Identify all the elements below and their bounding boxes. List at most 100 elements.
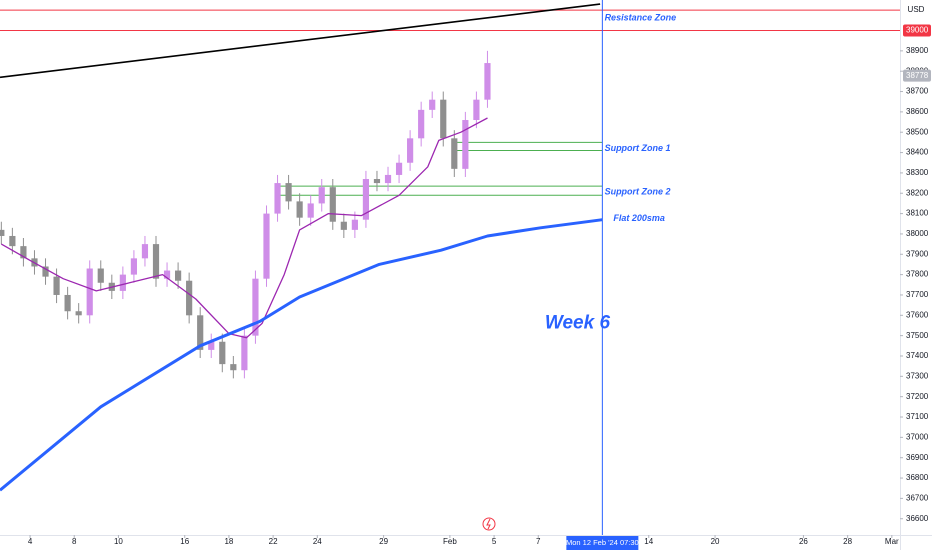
- candle: [307, 195, 314, 226]
- price-tag: [903, 69, 931, 82]
- candle: [395, 154, 403, 184]
- candle-body: [241, 335, 248, 371]
- indicator-line: [0, 3, 601, 79]
- candle: [263, 205, 270, 287]
- candle: [0, 221, 5, 245]
- y-tick-label: 37700: [906, 290, 929, 299]
- candle: [340, 213, 347, 239]
- price-tag: [903, 24, 931, 37]
- candle: [329, 179, 336, 230]
- candle-body: [484, 63, 491, 100]
- candle: [318, 179, 325, 212]
- candle-body: [20, 246, 27, 259]
- candle-body: [462, 120, 469, 169]
- candle: [186, 272, 193, 324]
- candle: [241, 327, 248, 379]
- annotation: Resistance Zone: [605, 13, 677, 23]
- candle-body: [130, 258, 137, 275]
- y-tick-label: 38900: [906, 46, 929, 55]
- candle: [86, 260, 93, 324]
- candle-body: [318, 187, 325, 204]
- y-tick-label: 37500: [906, 331, 929, 340]
- crosshair-label: Mon 12 Feb '24 07:30: [566, 538, 639, 547]
- candle-body: [429, 99, 436, 110]
- candle-body: [86, 268, 93, 316]
- candle-body: [395, 162, 403, 175]
- price-tag-label: 38778: [906, 71, 929, 80]
- y-tick-label: 36700: [906, 493, 929, 502]
- y-tick-label: 38000: [906, 229, 929, 238]
- x-tick-label: 18: [224, 537, 233, 546]
- candle: [407, 130, 414, 171]
- candle: [285, 174, 292, 210]
- candle-body: [97, 268, 104, 283]
- candle-body: [53, 276, 60, 295]
- candle-body: [42, 266, 49, 277]
- candle: [462, 111, 469, 177]
- candle: [252, 270, 259, 344]
- candle-body: [208, 341, 215, 350]
- candle: [384, 166, 392, 192]
- y-tick-label: 38300: [906, 168, 929, 177]
- candle: [274, 174, 281, 222]
- candle: [440, 91, 447, 147]
- indicator-line: [0, 218, 603, 492]
- indicator-line: [0, 117, 488, 339]
- candle-body: [473, 99, 480, 121]
- x-tick-label: Mar: [885, 537, 899, 546]
- candle-body: [230, 364, 237, 371]
- candle: [197, 307, 204, 359]
- y-tick-label: 37600: [906, 310, 929, 319]
- x-tick-label: 29: [379, 537, 388, 546]
- x-tick-label: 8: [72, 537, 77, 546]
- candle-body: [440, 99, 447, 139]
- candle: [208, 333, 215, 359]
- candle: [119, 266, 126, 300]
- candle-body: [351, 219, 358, 230]
- y-tick-label: 37100: [906, 412, 929, 421]
- candle-body: [307, 203, 314, 218]
- candle: [163, 262, 171, 287]
- y-tick-label: 36800: [906, 473, 929, 482]
- candle-body: [119, 274, 126, 291]
- candle-body: [152, 244, 160, 279]
- x-tick-label: 24: [313, 537, 322, 546]
- y-tick-label: 38700: [906, 87, 929, 96]
- candle: [152, 235, 160, 287]
- x-tick-label: 16: [180, 537, 189, 546]
- y-tick-label: 38400: [906, 148, 929, 157]
- candle-body: [186, 280, 193, 316]
- event-icon[interactable]: [482, 517, 496, 531]
- candle: [97, 260, 104, 291]
- y-tick-label: 38500: [906, 127, 929, 136]
- x-tick-label: Feb: [443, 537, 457, 546]
- candle: [429, 91, 436, 118]
- y-tick-label: 36900: [906, 453, 929, 462]
- candle-body: [263, 213, 270, 279]
- y-tick-label: 38100: [906, 209, 929, 218]
- currency: USD: [908, 5, 925, 14]
- y-tick-label: 37800: [906, 270, 929, 279]
- candle: [373, 170, 381, 192]
- annotation: Flat 200sma: [613, 213, 665, 223]
- candle: [130, 250, 137, 283]
- candle-body: [384, 174, 392, 184]
- annotation: Support Zone 1: [605, 143, 671, 153]
- candle-body: [407, 138, 414, 163]
- candle-body: [451, 138, 458, 169]
- y-tick-label: 38200: [906, 188, 929, 197]
- x-tick-label: 14: [644, 537, 653, 546]
- candle: [53, 268, 60, 304]
- candle-body: [64, 294, 71, 312]
- candle: [484, 50, 491, 108]
- x-tick-label: 7: [536, 537, 541, 546]
- candle: [141, 235, 149, 267]
- candle-body: [373, 179, 381, 184]
- x-tick-label: 26: [799, 537, 808, 546]
- candle-body: [340, 221, 347, 230]
- candle-body: [0, 229, 5, 236]
- x-tick-label: 4: [28, 537, 33, 546]
- y-tick-label: 37400: [906, 351, 929, 360]
- candle-body: [219, 341, 226, 365]
